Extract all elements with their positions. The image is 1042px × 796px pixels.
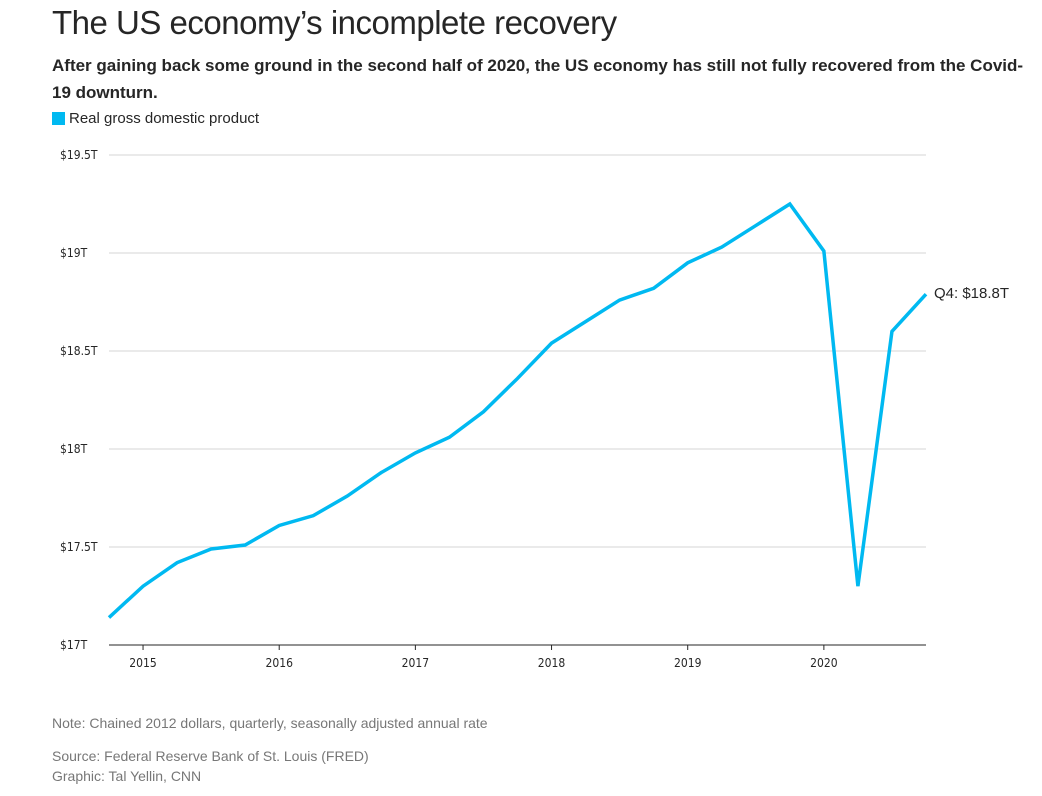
y-tick-label: $18T (60, 442, 88, 456)
chart-source: Source: Federal Reserve Bank of St. Loui… (52, 748, 369, 764)
chart-credit: Graphic: Tal Yellin, CNN (52, 768, 202, 784)
y-tick-label: $18.5T (60, 344, 98, 358)
chart-note: Note: Chained 2012 dollars, quarterly, s… (52, 715, 488, 731)
y-tick-label: $19.5T (60, 148, 98, 162)
last-value-annotation: Q4: $18.8T (934, 285, 1009, 302)
series-line-gdp (107, 201, 928, 619)
chart-subtitle: After gaining back some ground in the se… (52, 56, 1024, 102)
chart-title: The US economy’s incomplete recovery (52, 4, 617, 41)
x-tick-label: 2020 (810, 656, 838, 670)
x-tick-label: 2018 (538, 656, 566, 670)
legend: Real gross domestic product (52, 110, 259, 127)
legend-label: Real gross domestic product (69, 110, 260, 127)
y-tick-label: $17T (60, 638, 88, 652)
x-tick-label: 2016 (265, 656, 293, 670)
x-tick-label: 2019 (674, 656, 702, 670)
y-tick-label: $19T (60, 246, 88, 260)
y-tick-label: $17.5T (60, 540, 98, 554)
legend-swatch (52, 112, 65, 125)
x-tick-label: 2015 (129, 656, 156, 670)
x-tick-label: 2017 (402, 656, 429, 670)
